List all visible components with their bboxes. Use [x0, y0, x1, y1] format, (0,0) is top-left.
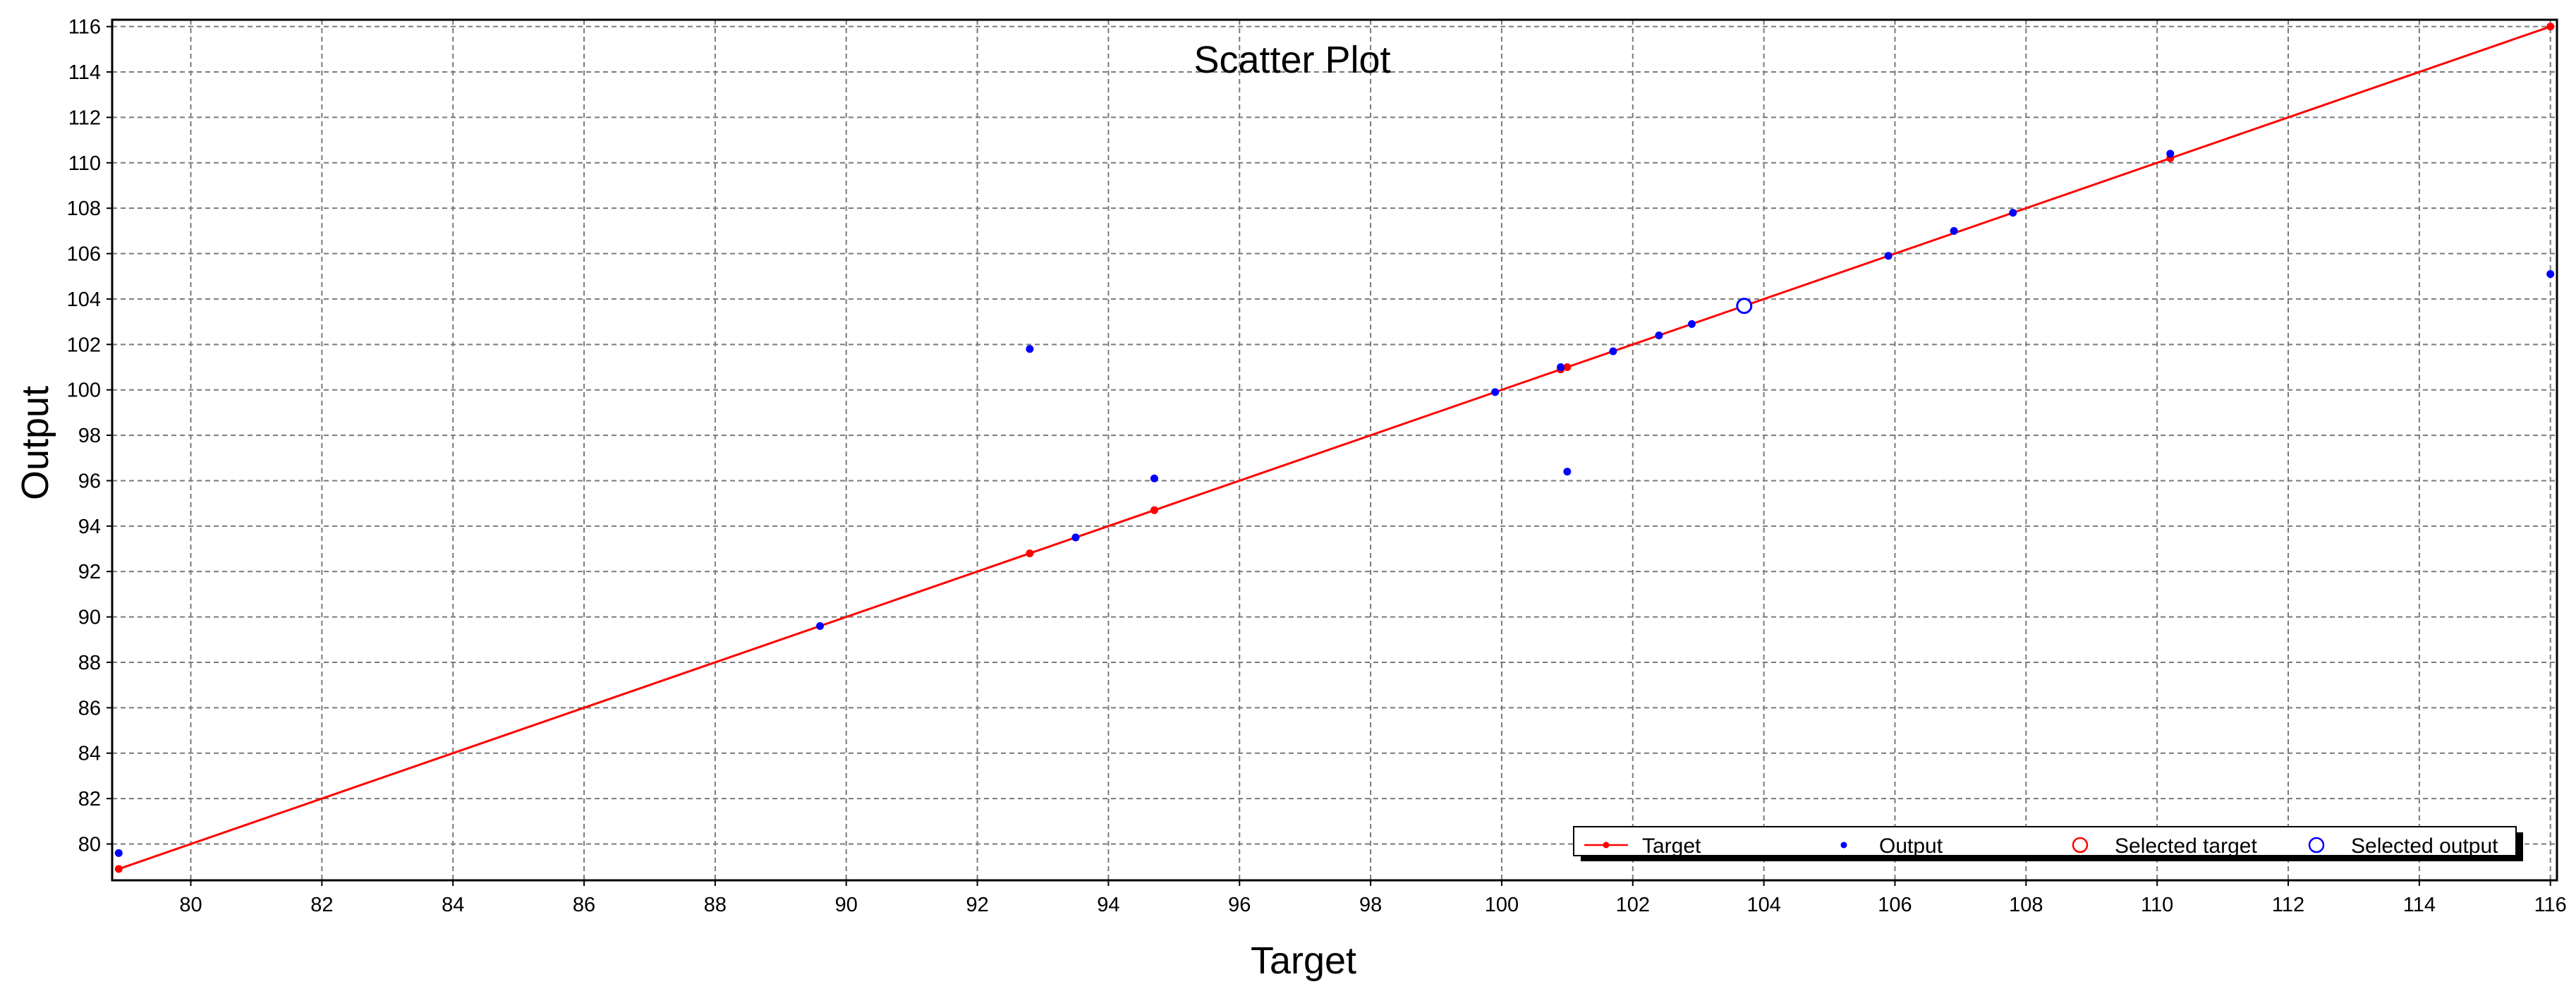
x-tick-label: 80 — [179, 894, 202, 916]
x-tick-label: 92 — [966, 894, 988, 916]
y-tick-label: 104 — [67, 289, 101, 311]
output-point — [1071, 533, 1080, 542]
x-tick-label: 98 — [1359, 894, 1382, 916]
output-point — [114, 849, 123, 857]
grid — [112, 20, 2557, 880]
x-tick-label: 104 — [1746, 894, 1780, 916]
legend: Target Output Selected target Selected o… — [1573, 826, 2523, 861]
selected-point-marker — [1736, 298, 1753, 315]
legend-output-label: Output — [1879, 834, 1943, 858]
x-tick-label: 114 — [2403, 894, 2436, 916]
x-tick-label: 96 — [1228, 894, 1251, 916]
y-tick-label: 92 — [78, 561, 101, 583]
y-axis-title: Output — [14, 386, 56, 500]
y-tick-label: 98 — [78, 425, 101, 447]
target-point — [2546, 23, 2555, 31]
y-tick-label: 100 — [67, 379, 101, 402]
y-tick-label: 82 — [78, 788, 101, 810]
y-tick-label: 106 — [67, 243, 101, 266]
output-point — [2546, 270, 2555, 279]
legend-box — [1573, 826, 2517, 856]
x-tick-label: 102 — [1616, 894, 1650, 916]
x-tick-label: 88 — [704, 894, 727, 916]
legend-selected-target-label: Selected target — [2115, 834, 2257, 858]
chart-title: Scatter Plot — [1193, 39, 1390, 81]
tick-labels: 80 82 84 86 88 90 92 94 96 98 100 102 104 106 108 110 11… — [67, 16, 2567, 916]
y-tick-label: 88 — [78, 652, 101, 674]
legend-selected-output-label: Selected output — [2351, 834, 2498, 858]
y-tick-label: 80 — [78, 833, 101, 856]
y-tick-label: 108 — [67, 198, 101, 220]
output-point — [2166, 150, 2175, 158]
x-tick-label: 82 — [310, 894, 333, 916]
y-tick-label: 94 — [78, 516, 101, 538]
output-point — [1655, 331, 1663, 339]
y-tick-label: 96 — [78, 470, 101, 492]
output-point — [1884, 252, 1892, 260]
output-point — [1950, 226, 1958, 235]
x-tick-label: 94 — [1097, 894, 1119, 916]
y-tick-label: 116 — [68, 16, 101, 39]
x-tick-label: 110 — [2141, 894, 2173, 916]
legend-target-label: Target — [1642, 834, 1701, 858]
y-tick-label: 110 — [68, 152, 101, 175]
output-point — [1026, 345, 1034, 353]
target-point — [114, 865, 123, 873]
x-tick-label: 100 — [1485, 894, 1519, 916]
legend-target-marker — [1603, 842, 1610, 849]
plot-frame — [111, 18, 2558, 882]
output-point — [1150, 474, 1158, 482]
x-tick-label: 116 — [2534, 894, 2567, 916]
x-axis-title: Target — [1251, 940, 1356, 982]
target-point — [1026, 549, 1034, 557]
x-tick-label: 86 — [573, 894, 595, 916]
output-point — [1563, 468, 1572, 476]
output-point — [2009, 209, 2017, 217]
output-point — [1687, 320, 1696, 328]
y-tick-label: 114 — [68, 61, 101, 84]
y-tick-label: 112 — [68, 107, 101, 129]
legend-selected-output-marker — [2308, 837, 2325, 854]
output-point — [816, 621, 825, 630]
x-tick-label: 112 — [2272, 894, 2304, 916]
x-tick-label: 106 — [1878, 894, 1912, 916]
legend-selected-target-marker — [2072, 837, 2089, 854]
target-point — [1563, 363, 1572, 372]
output-point — [1491, 388, 1500, 396]
y-tick-label: 84 — [78, 743, 101, 765]
y-tick-label: 86 — [78, 697, 101, 719]
output-point — [1609, 347, 1617, 356]
legend-output-marker — [1840, 842, 1847, 849]
x-tick-label: 84 — [442, 894, 464, 916]
y-tick-label: 90 — [78, 607, 101, 629]
y-tick-label: 102 — [67, 334, 101, 356]
x-tick-label: 90 — [835, 894, 858, 916]
target-point — [1150, 506, 1158, 514]
series-layer — [114, 23, 2555, 873]
output-point — [1557, 363, 1565, 372]
x-tick-label: 108 — [2009, 894, 2043, 916]
